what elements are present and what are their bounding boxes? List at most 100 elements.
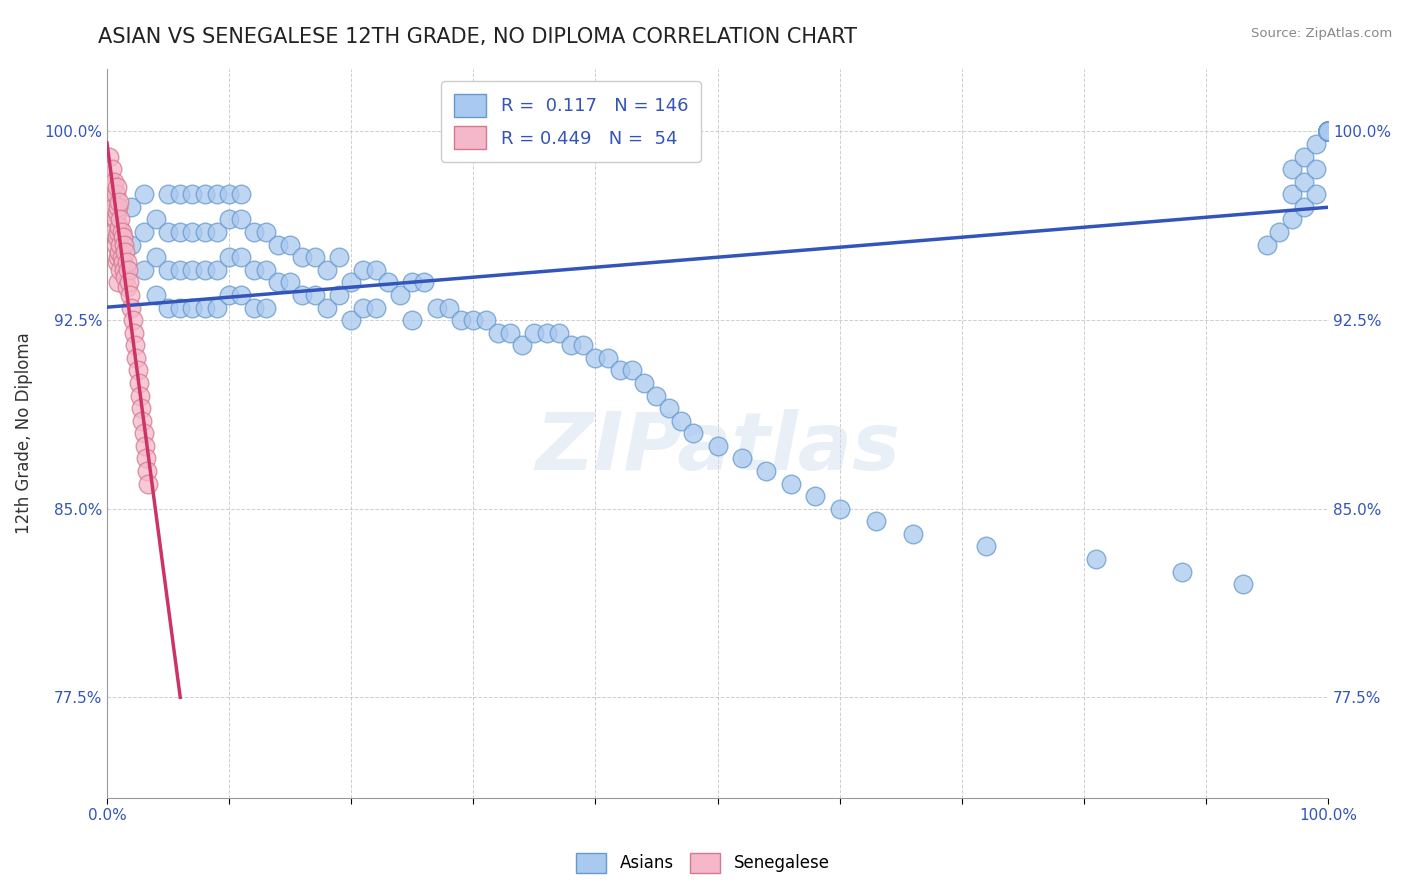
Point [107, 225, 129, 239]
Point [101, 162, 124, 177]
Point [828, 501, 851, 516]
Point [181, 301, 204, 315]
Point [731, 451, 754, 466]
Point [450, 313, 472, 327]
Point [120, 288, 142, 302]
Point [104, 212, 127, 227]
Point [120, 301, 142, 315]
Point [474, 313, 496, 327]
Point [706, 439, 728, 453]
Point [1317, 124, 1340, 138]
Point [104, 187, 127, 202]
Point [267, 237, 290, 252]
Point [633, 376, 655, 390]
Point [1317, 124, 1340, 138]
Point [463, 313, 485, 327]
Point [1317, 124, 1340, 138]
Point [138, 476, 160, 491]
Point [572, 338, 595, 352]
Point [194, 187, 217, 202]
Point [124, 338, 146, 352]
Point [136, 464, 159, 478]
Point [131, 414, 153, 428]
Point [194, 301, 217, 315]
Point [1317, 124, 1340, 138]
Point [1317, 124, 1340, 138]
Point [645, 388, 668, 402]
Point [135, 451, 157, 466]
Point [901, 527, 924, 541]
Point [231, 250, 253, 264]
Point [103, 225, 125, 239]
Point [1317, 124, 1340, 138]
Point [132, 426, 155, 441]
Point [110, 212, 132, 227]
Point [1232, 577, 1254, 591]
Point [669, 414, 692, 428]
Point [510, 338, 533, 352]
Point [145, 288, 167, 302]
Point [1085, 552, 1108, 566]
Point [1317, 124, 1340, 138]
Point [122, 326, 145, 340]
Point [112, 262, 135, 277]
Point [779, 476, 801, 491]
Point [974, 540, 997, 554]
Point [120, 237, 142, 252]
Point [437, 301, 460, 315]
Point [1317, 124, 1340, 138]
Point [254, 301, 277, 315]
Text: ASIAN VS SENEGALESE 12TH GRADE, NO DIPLOMA CORRELATION CHART: ASIAN VS SENEGALESE 12TH GRADE, NO DIPLO… [98, 27, 858, 46]
Point [1281, 187, 1303, 202]
Point [231, 288, 253, 302]
Point [1317, 124, 1340, 138]
Point [169, 187, 191, 202]
Point [101, 187, 124, 202]
Point [117, 262, 139, 277]
Point [1317, 124, 1340, 138]
Point [108, 225, 131, 239]
Point [364, 301, 387, 315]
Point [242, 301, 264, 315]
Point [110, 237, 132, 252]
Point [401, 313, 423, 327]
Point [1317, 124, 1340, 138]
Point [499, 326, 522, 340]
Point [1317, 124, 1340, 138]
Point [134, 439, 156, 453]
Point [1317, 124, 1340, 138]
Point [596, 351, 619, 365]
Point [169, 225, 191, 239]
Point [108, 219, 131, 234]
Point [157, 262, 180, 277]
Point [1317, 124, 1340, 138]
Point [231, 187, 253, 202]
Point [1305, 187, 1327, 202]
Point [352, 301, 374, 315]
Point [304, 250, 326, 264]
Point [278, 276, 301, 290]
Point [181, 187, 204, 202]
Point [267, 276, 290, 290]
Point [125, 351, 148, 365]
Point [1317, 124, 1340, 138]
Point [1317, 124, 1340, 138]
Point [1281, 212, 1303, 227]
Point [145, 250, 167, 264]
Point [377, 276, 399, 290]
Point [340, 313, 363, 327]
Point [132, 187, 155, 202]
Point [426, 301, 449, 315]
Point [205, 262, 228, 277]
Point [1317, 124, 1340, 138]
Point [112, 237, 135, 252]
Point [1317, 124, 1340, 138]
Point [536, 326, 558, 340]
Point [110, 262, 132, 277]
Point [118, 276, 141, 290]
Point [242, 262, 264, 277]
Point [583, 351, 606, 365]
Point [755, 464, 778, 478]
Point [1268, 225, 1291, 239]
Point [1317, 124, 1340, 138]
